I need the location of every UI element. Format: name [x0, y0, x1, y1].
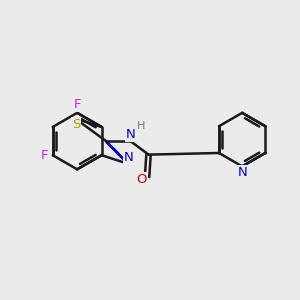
Text: F: F — [74, 98, 81, 111]
Text: N: N — [126, 128, 136, 141]
Text: H: H — [137, 121, 145, 131]
Text: F: F — [41, 149, 49, 162]
Text: S: S — [72, 118, 80, 131]
Text: N: N — [238, 167, 247, 179]
Text: N: N — [124, 151, 134, 164]
Text: O: O — [136, 173, 147, 186]
